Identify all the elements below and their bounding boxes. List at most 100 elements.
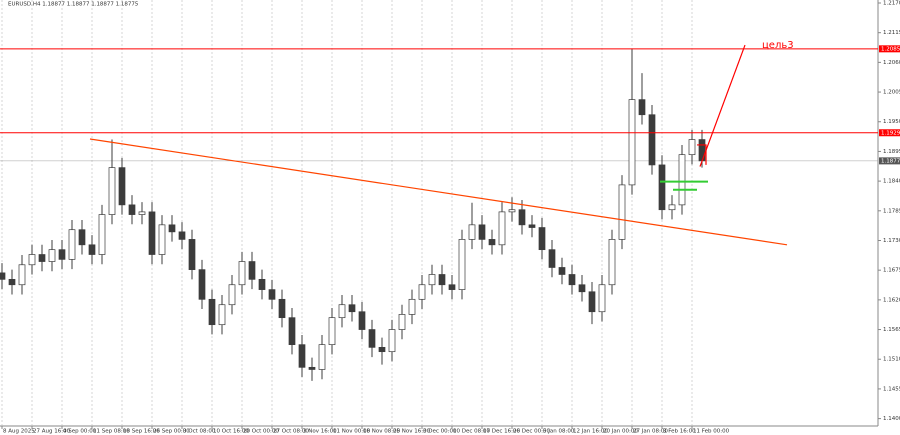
candle-body (0, 272, 6, 280)
candle-body (568, 274, 576, 286)
y-tick-label: 1.21700 (883, 1, 900, 7)
x-tick-label: 12 Jan 16:00 (573, 429, 608, 435)
candle-body (608, 239, 616, 286)
candle-body (128, 204, 136, 215)
candle-body (218, 304, 226, 326)
y-tick-label: 1.17850 (883, 208, 900, 214)
candle-body (48, 249, 56, 262)
candle-body (408, 298, 416, 315)
candle-body (368, 329, 376, 348)
x-tick-label: 17 Dec 16:00 (483, 429, 520, 435)
candle-body (638, 99, 646, 116)
candle-body (178, 231, 186, 240)
candle-body (428, 274, 436, 286)
x-tick-label: 18 Sep 16:00 (123, 429, 160, 435)
candle-body (688, 139, 696, 156)
candle-body (158, 224, 166, 255)
candle-body (98, 214, 106, 255)
current-price-label: 1.18775 (881, 158, 900, 164)
candle-body (228, 284, 236, 306)
candle-body (308, 366, 316, 370)
y-tick-label: 1.21150 (883, 30, 900, 36)
x-tick-label: 20 Jan 00:00 (603, 429, 638, 435)
y-tick-label: 1.16200 (883, 297, 900, 303)
candle-body (628, 99, 636, 186)
candle-body (18, 264, 26, 286)
candle-body (488, 239, 496, 246)
candle-body (668, 204, 676, 211)
candle-body (588, 291, 596, 313)
x-tick-label: 27 Aug 16:00 (33, 429, 71, 435)
candle-body (378, 347, 386, 353)
y-tick-label: 1.18950 (883, 149, 900, 155)
y-tick-label: 1.14000 (883, 416, 900, 422)
y-tick-label: 1.16750 (883, 268, 900, 274)
candle-body (558, 267, 566, 275)
level-label-box (879, 45, 900, 53)
candle-body (28, 254, 36, 266)
candle-body (238, 261, 246, 286)
chart-title: EURUSD,H4 1.18877 1.18877 1.18877 1.1877… (8, 2, 139, 8)
level-label-box (879, 129, 900, 137)
candle-body (208, 298, 216, 326)
x-tick-label: 11 Sep 08:00 (93, 429, 130, 435)
candle-body (268, 289, 276, 300)
drawing-line (89, 138, 788, 246)
x-tick-label: 26 Dec 00:00 (513, 429, 550, 435)
candle-body (498, 211, 506, 246)
x-tick-label: 11 Feb 00:00 (693, 429, 730, 435)
candle-body (8, 278, 16, 286)
candle-body (248, 261, 256, 280)
x-tick-label: 3 Oct 08:00 (183, 429, 216, 435)
candle-body (258, 278, 266, 290)
candle-body (548, 249, 556, 268)
candle-body (398, 314, 406, 330)
level-label: 1.19296 (881, 130, 900, 136)
candle-body (438, 274, 446, 286)
candle-body (598, 284, 606, 313)
candle-body (288, 317, 296, 346)
candle-body (148, 211, 156, 255)
candle-body (88, 244, 96, 255)
candle-body (278, 298, 286, 319)
candle-body (108, 167, 116, 215)
candle-body (518, 209, 526, 226)
candle-body (198, 269, 206, 300)
candle-body (118, 167, 126, 206)
y-tick-label: 1.15650 (883, 327, 900, 333)
x-tick-label: 27 Oct 08:00 (273, 429, 309, 435)
x-tick-label: 4 Sep 00:00 (63, 429, 97, 435)
drawing-line (697, 144, 707, 165)
candle-body (458, 239, 466, 290)
candle-body (508, 209, 516, 213)
candle-body (338, 304, 346, 319)
candle-body (328, 317, 336, 346)
current-price-box (879, 157, 900, 165)
x-tick-label: 11 Nov 00:00 (333, 429, 371, 435)
x-tick-label: 3 Dec 00:00 (423, 429, 457, 435)
x-tick-label: 18 Nov 08:00 (363, 429, 401, 435)
y-tick-label: 1.20050 (883, 90, 900, 96)
candle-body (58, 249, 66, 260)
candle-body (318, 344, 326, 370)
y-tick-label: 1.20600 (883, 60, 900, 66)
x-tick-label: 25 Nov 16:00 (393, 429, 431, 435)
annotation: цель3 (762, 40, 794, 51)
candle-body (68, 229, 76, 260)
candle-body (138, 211, 146, 215)
x-tick-label: 27 Jan 08:00 (633, 429, 668, 435)
candle-body (168, 224, 176, 233)
x-tick-label: 8 Aug 2025 (3, 429, 35, 435)
candle-body (478, 224, 486, 240)
x-tick-label: 5 Jan 08:00 (543, 429, 575, 435)
candle-body (418, 284, 426, 300)
y-tick-label: 1.14550 (883, 386, 900, 392)
y-tick-label: 1.18400 (883, 179, 900, 185)
y-tick-label: 1.15100 (883, 357, 900, 363)
x-tick-label: 10 Oct 16:00 (213, 429, 249, 435)
x-tick-label: 20 Oct 00:00 (243, 429, 279, 435)
